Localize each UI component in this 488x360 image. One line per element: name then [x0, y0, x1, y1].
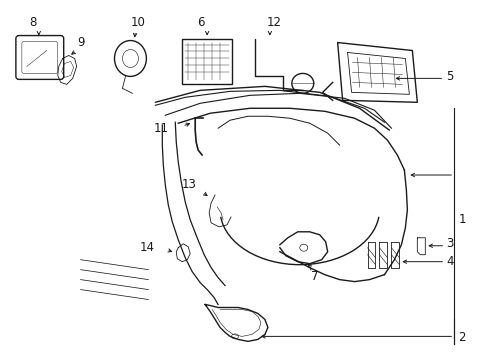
Text: 11: 11	[153, 122, 168, 135]
Text: 4: 4	[446, 255, 453, 268]
Text: 10: 10	[131, 16, 145, 29]
Text: 9: 9	[77, 36, 84, 49]
Text: 8: 8	[29, 16, 37, 29]
Text: 6: 6	[197, 16, 204, 29]
Text: 13: 13	[181, 179, 196, 192]
Text: 5: 5	[446, 70, 453, 83]
Text: 14: 14	[139, 241, 154, 254]
Text: 1: 1	[457, 213, 465, 226]
Bar	[182, 39, 232, 84]
Text: 7: 7	[310, 270, 318, 283]
Text: 12: 12	[266, 16, 281, 29]
Text: 3: 3	[446, 237, 453, 250]
Text: 2: 2	[457, 331, 465, 344]
